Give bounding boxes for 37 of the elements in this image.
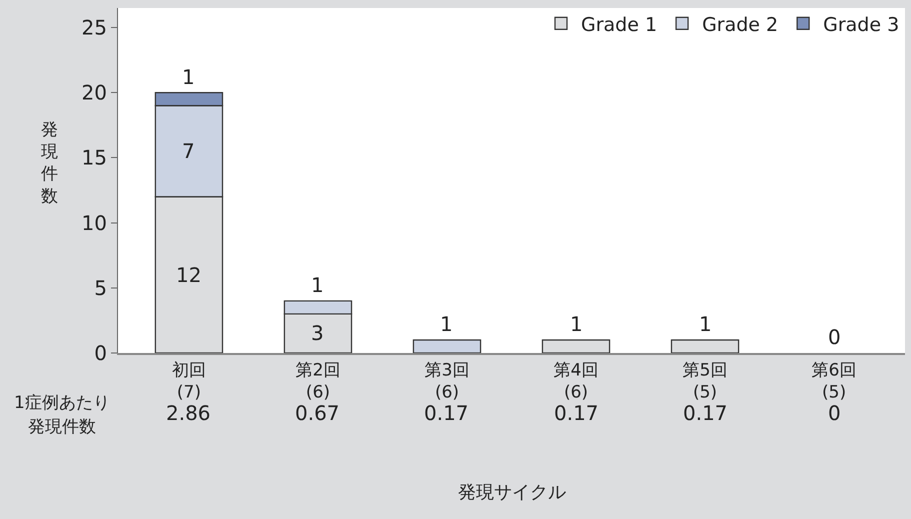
data-label: 3 [311,321,324,345]
data-label: 1 [699,312,712,336]
text: 0 [828,401,841,425]
data-label: 1 [570,312,583,336]
y-tick-label: 5 [94,276,107,300]
legend-label: Grade 3 [823,14,900,36]
y-axis-title: 発現件数 [41,120,58,206]
data-label: 12 [176,263,202,287]
y-tick-label: 20 [82,80,107,105]
x-tick-label: 初回 (7) [172,360,206,402]
text: 発現件数 [28,417,96,437]
text: 0.17 [683,401,728,425]
bar [670,339,740,353]
text: 0.17 [554,401,599,425]
y-tick-label: 25 [82,16,107,40]
data-label: 0 [828,325,841,349]
legend-label: Grade 2 [702,14,778,36]
y-tick-label: 0 [94,341,107,365]
data-label: 1 [311,273,324,297]
text: 0.67 [295,401,340,425]
x-tick-label: 第6回 (5) [812,360,856,402]
legend-label: Grade 1 [581,14,658,36]
text: 0.17 [424,401,469,425]
data-label: 7 [182,139,195,163]
text: 2.86 [166,401,211,425]
x-tick-label: 第4回 (6) [554,360,598,402]
bar [412,339,482,353]
y-tick-label: 10 [82,210,107,235]
bar [542,339,610,353]
x-axis-title: 発現サイクル [458,482,566,503]
x-tick-label: 第2回 (6) [296,360,340,402]
text: 1症例あたり [14,393,110,413]
data-label: 1 [182,65,195,89]
data-label: 1 [440,312,453,336]
y-tick-label: 15 [82,146,107,170]
x-tick-label: 第5回 (5) [682,360,728,402]
x-tick-label: 第3回 (6) [424,360,470,402]
